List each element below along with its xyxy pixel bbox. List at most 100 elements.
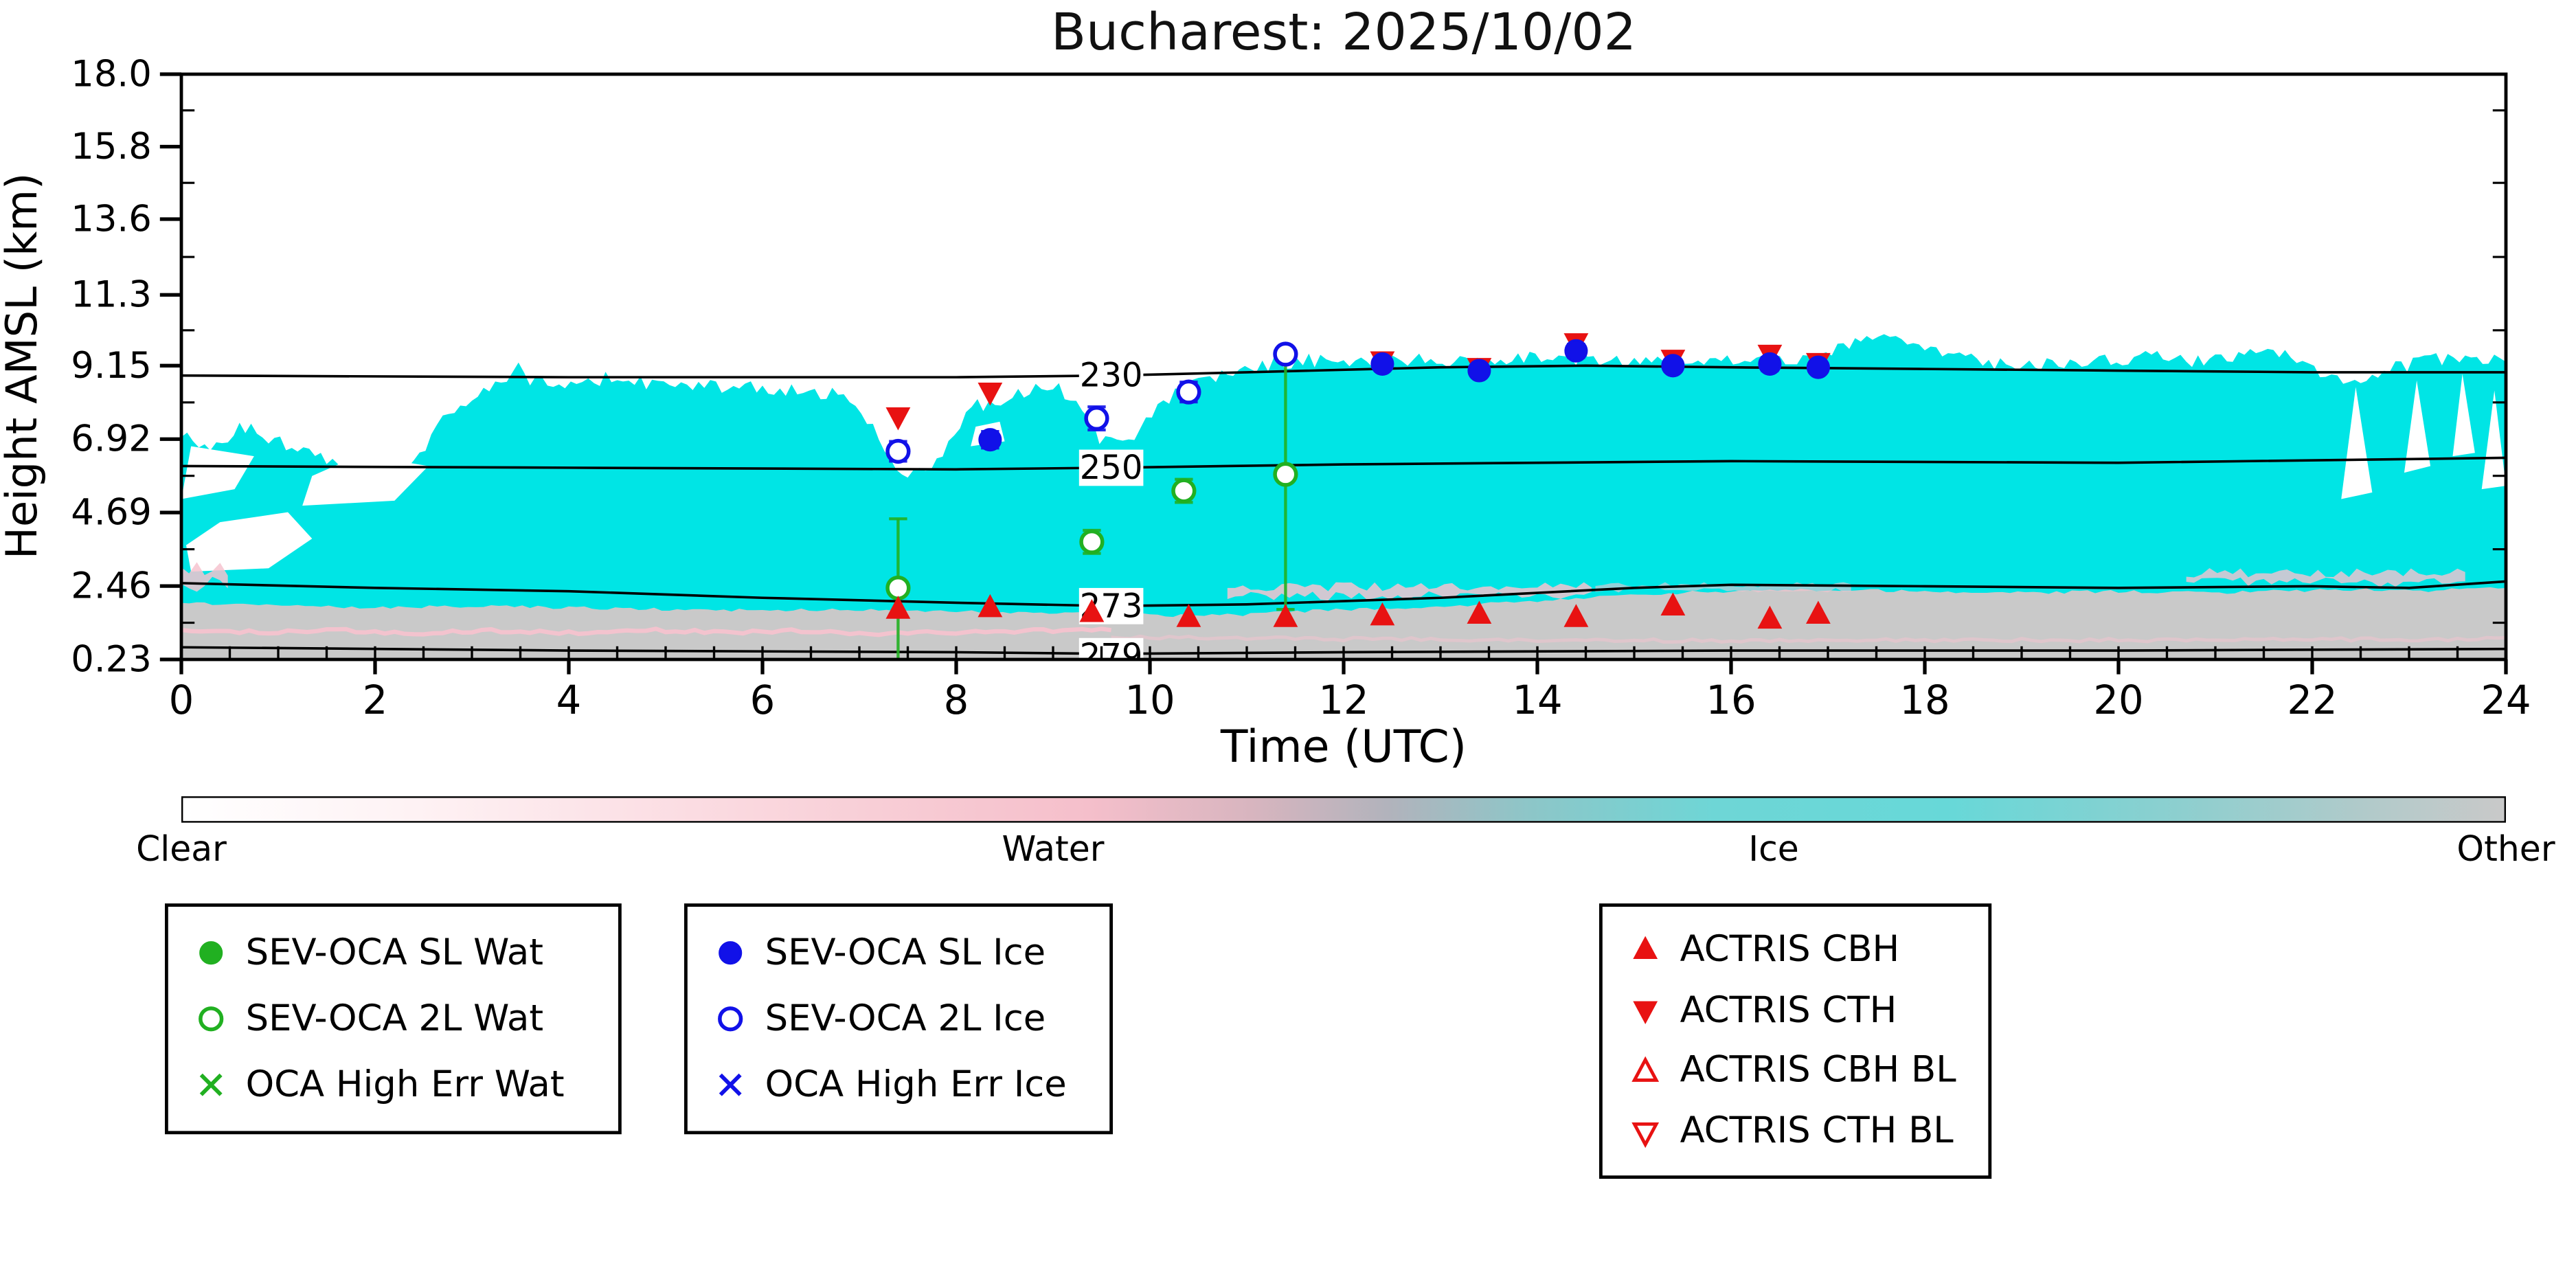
- sev-oca-2l-ice-marker: [1176, 379, 1201, 405]
- actris-cth-icon: [1633, 1001, 1658, 1025]
- ice-region: [181, 334, 2507, 637]
- legend-marker: [719, 1073, 742, 1096]
- legend-item: SEV-OCA SL Ice: [710, 932, 1086, 973]
- legend-label: SEV-OCA 2L Wat: [245, 998, 544, 1040]
- legend-marker: [1631, 1056, 1660, 1082]
- water-region: [2186, 568, 2465, 587]
- y-tick-label: 0.23: [71, 639, 152, 681]
- legend-item: ACTRIS CBH BL: [1625, 1051, 1965, 1092]
- water-region: [1595, 582, 1851, 593]
- y-tick-label: 6.92: [71, 418, 152, 460]
- legend-label: SEV-OCA 2L Ice: [765, 998, 1046, 1040]
- sev-oca-2l-wat-marker: [1079, 529, 1105, 554]
- legend-item: SEV-OCA SL Wat: [191, 932, 595, 973]
- sev-oca-sl-ice-marker: [1661, 354, 1685, 378]
- colorbar-label-ice: Ice: [1748, 829, 1799, 869]
- legend-item: SEV-OCA 2L Wat: [191, 998, 595, 1039]
- actris-cbh-bl-icon: [1631, 1056, 1660, 1082]
- sev-oca-sl-ice-marker: [978, 428, 1002, 452]
- sev-oca-2l-wat-marker: [885, 575, 911, 601]
- legend-label: OCA High Err Ice: [765, 1064, 1067, 1106]
- actris-cbh-marker: [1757, 605, 1783, 629]
- x-tick-label: 6: [750, 677, 776, 723]
- legend-item: OCA High Err Ice: [710, 1064, 1086, 1105]
- isotherm-label-bg: [1078, 357, 1144, 394]
- actris-cth-marker: [885, 407, 911, 431]
- sev-oca-sl-wat-icon: [199, 941, 223, 965]
- y-tick-label: 2.46: [71, 565, 152, 607]
- isotherm-279-line: [181, 646, 2507, 655]
- sev-oca-2l-ice-icon: [718, 1006, 743, 1032]
- colorbar-label-other: Other: [2456, 829, 2555, 869]
- x-tick-label: 10: [1125, 677, 1175, 723]
- x-tick-label: 4: [556, 677, 582, 723]
- actris-cbh-marker: [1176, 604, 1201, 627]
- actris-cbh-marker: [1660, 592, 1686, 615]
- legend-label: ACTRIS CBH: [1680, 929, 1900, 971]
- series-sev-oca-sl-ice: [978, 339, 1830, 452]
- colorbar-label-clear: Clear: [136, 829, 227, 869]
- sev-oca-2l-ice-marker: [1273, 341, 1298, 367]
- clear-patch: [2404, 380, 2431, 473]
- legend-label: SEV-OCA SL Wat: [245, 932, 543, 974]
- clear-patch: [2341, 387, 2373, 499]
- water-region: [1227, 582, 1592, 601]
- sev-oca-sl-ice-marker: [1467, 359, 1491, 383]
- x-tick-label: 14: [1512, 677, 1562, 723]
- legend-actris-box: ACTRIS CBH ACTRIS CTH ACTRIS CBH BL ACTRIS …: [1599, 903, 1992, 1179]
- legend-item: ACTRIS CTH: [1625, 991, 1965, 1032]
- legend-marker: [199, 1073, 223, 1096]
- clear-patch: [181, 446, 254, 499]
- y-tick-label: 4.69: [71, 492, 152, 534]
- legend-label: OCA High Err Wat: [245, 1064, 565, 1106]
- water-line: [1111, 634, 2507, 644]
- actris-cbh-marker: [1370, 602, 1395, 626]
- sev-oca-2l-wat-marker: [1171, 478, 1197, 504]
- x-tick-label: 18: [1899, 677, 1950, 723]
- colorbar-labels: Clear Water Ice Other: [0, 829, 2576, 872]
- sev-oca-2l-wat-marker: [1273, 462, 1298, 487]
- series-actris-cbh: [885, 592, 1831, 629]
- legend-item: OCA High Err Wat: [191, 1064, 595, 1105]
- sev-oca-sl-ice-marker: [1564, 339, 1588, 363]
- legend-marker: [1631, 1122, 1660, 1148]
- clear-patch: [2481, 390, 2507, 490]
- legend-label: ACTRIS CTH BL: [1680, 1111, 1954, 1153]
- series-sev-oca-2l-ice: [885, 341, 1298, 464]
- x-tick-label: 20: [2093, 677, 2143, 723]
- legend-marker: [718, 1006, 743, 1032]
- actris-cth-bl-icon: [1631, 1122, 1660, 1148]
- legend-label: SEV-OCA SL Ice: [765, 932, 1046, 974]
- isotherm-230-line: [181, 364, 2507, 379]
- actris-cbh-marker: [1467, 600, 1492, 624]
- y-tick-label: 15.8: [71, 126, 152, 168]
- isotherm-273-line: [181, 580, 2507, 608]
- legend-item: ACTRIS CBH: [1625, 929, 1965, 971]
- x-tick-label: 16: [1706, 677, 1756, 723]
- chart-title: Bucharest: 2025/10/02: [1050, 3, 1637, 63]
- x-tick-label: 8: [944, 677, 969, 723]
- colorbar: [181, 796, 2507, 823]
- x-tick-label: 12: [1318, 677, 1368, 723]
- other-region: [181, 587, 2507, 660]
- legend-marker: [199, 941, 223, 965]
- actris-cbh-icon: [1633, 936, 1658, 960]
- legend-water-box: SEV-OCA SL Wat SEV-OCA 2L Wat OCA High Err…: [165, 903, 622, 1135]
- sev-oca-2l-ice-marker: [1084, 405, 1109, 431]
- oca-high-err-ice-icon: [719, 1073, 742, 1096]
- x-tick-label: 0: [169, 677, 194, 723]
- isotherm-label-bg: [1078, 449, 1144, 486]
- y-tick-label: 18.0: [71, 54, 152, 95]
- isotherm-label-bg: [1078, 637, 1144, 660]
- clear-patch: [2452, 374, 2475, 457]
- x-tick-label: 2: [363, 677, 388, 723]
- legend-label: ACTRIS CBH BL: [1680, 1050, 1956, 1092]
- water-line: [181, 626, 1112, 637]
- legend-label: ACTRIS CTH: [1680, 990, 1897, 1032]
- isotherm-250-label: 250: [1080, 449, 1143, 487]
- legend-marker: [719, 941, 743, 965]
- actris-cbh-marker: [885, 596, 911, 619]
